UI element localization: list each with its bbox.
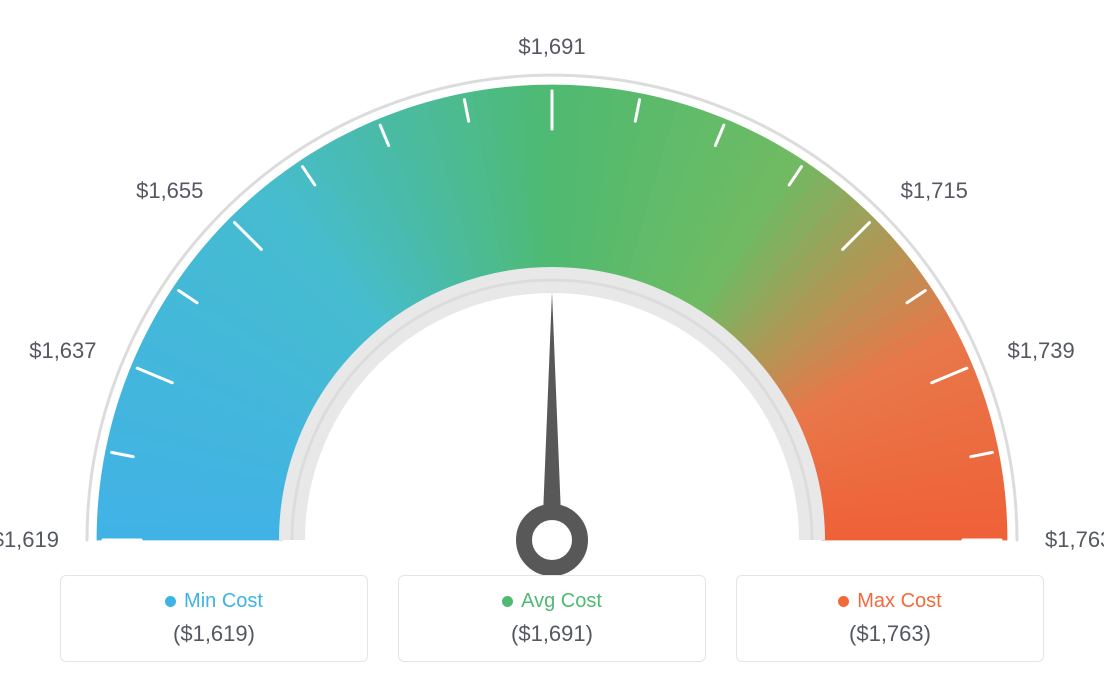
legend-value-avg: ($1,691): [417, 621, 687, 647]
cost-gauge-container: $1,619 $1,637 $1,655 $1,691 $1,715 $1,739 $1,7…: [0, 0, 1104, 690]
dot-icon-min: [165, 596, 176, 607]
gauge-chart: $1,619$1,637$1,655$1,691$1,715$1,739$1,7…: [52, 30, 1052, 550]
legend-card-min: Min Cost ($1,619): [60, 575, 368, 662]
legend-title-min: Min Cost: [79, 590, 349, 613]
legend-label-min: Min Cost: [184, 590, 263, 613]
legend-label-avg: Avg Cost: [521, 590, 602, 613]
gauge-tick-label: $1,619: [0, 527, 59, 553]
gauge-tick-label: $1,715: [901, 178, 968, 204]
legend-label-max: Max Cost: [857, 590, 941, 613]
legend-card-avg: Avg Cost ($1,691): [398, 575, 706, 662]
legend-row: Min Cost ($1,619) Avg Cost ($1,691) Max …: [60, 575, 1044, 662]
gauge-tick-label: $1,655: [136, 178, 203, 204]
gauge-svg: [52, 30, 1052, 590]
legend-card-max: Max Cost ($1,763): [736, 575, 1044, 662]
gauge-tick-label: $1,637: [29, 338, 96, 364]
gauge-tick-label: $1,691: [518, 34, 585, 60]
gauge-tick-label: $1,739: [1007, 338, 1074, 364]
legend-title-max: Max Cost: [755, 590, 1025, 613]
legend-title-avg: Avg Cost: [417, 590, 687, 613]
gauge-tick-label: $1,763: [1045, 527, 1104, 553]
dot-icon-max: [838, 596, 849, 607]
legend-value-min: ($1,619): [79, 621, 349, 647]
legend-value-max: ($1,763): [755, 621, 1025, 647]
dot-icon-avg: [502, 596, 513, 607]
